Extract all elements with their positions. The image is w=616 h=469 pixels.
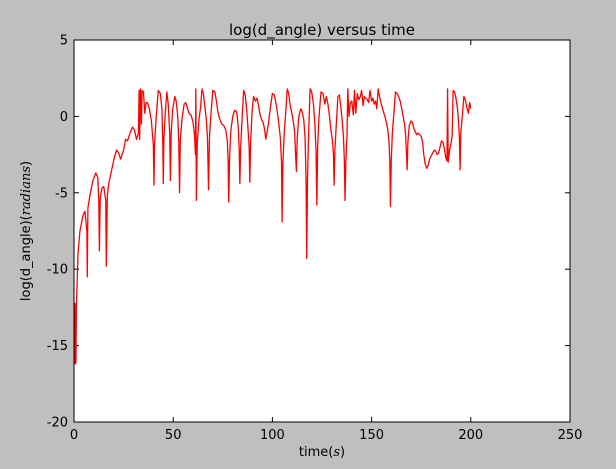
x-axis-label: time(s) (299, 445, 345, 460)
x-tick-label: 150 (359, 428, 384, 443)
y-tick-label: -5 (55, 186, 68, 201)
plot-frame (73, 39, 571, 423)
y-tick-label: -15 (47, 339, 68, 354)
y-tick-label: -20 (47, 416, 68, 431)
x-tick-label: 250 (558, 428, 583, 443)
y-tick-label: 0 (60, 110, 68, 125)
x-tick-label: 100 (260, 428, 285, 443)
x-tick-label: 200 (458, 428, 483, 443)
x-tick-label: 0 (70, 428, 78, 443)
series-line (74, 88, 472, 365)
plot-area (74, 40, 570, 422)
y-axis-label: log(d_angle)(radians) (19, 161, 34, 301)
x-tick-label: 50 (165, 428, 182, 443)
y-tick-label: -10 (47, 263, 68, 278)
chart-title: log(d_angle) versus time (229, 21, 415, 40)
y-tick-label: 5 (60, 34, 68, 49)
